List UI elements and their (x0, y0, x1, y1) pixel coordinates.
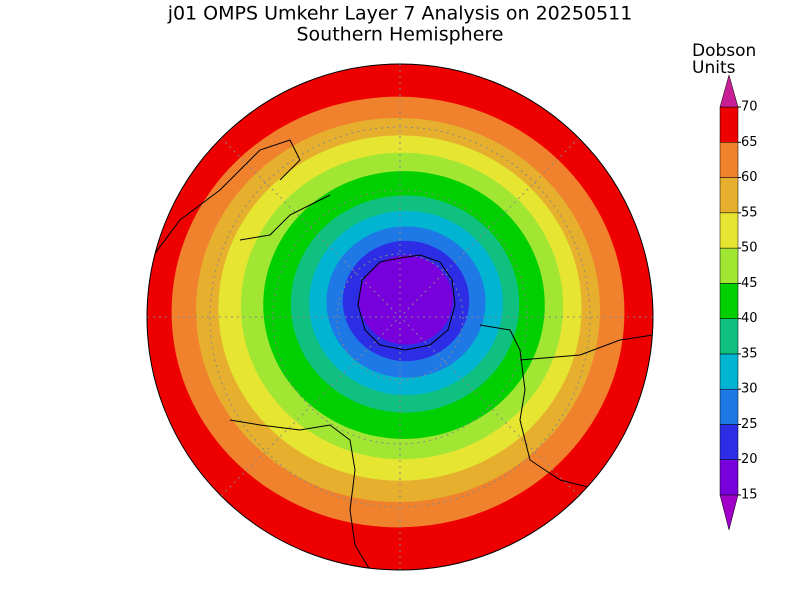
colorbar-tick-label: 55 (741, 205, 758, 220)
colorbar-tick-label: 65 (741, 135, 758, 150)
colorbar-tick-label: 30 (741, 382, 758, 397)
colorbar-swatch (719, 459, 739, 496)
colorbar-swatch (719, 142, 739, 178)
map-title: j01 OMPS Umkehr Layer 7 Analysis on 2025… (167, 3, 633, 25)
colorbar-tick-label: 45 (741, 276, 758, 291)
colorbar-tick-label: 25 (741, 417, 758, 432)
colorbar-under (719, 494, 739, 531)
colorbar-tick-label: 20 (741, 452, 758, 467)
colorbar-tick-label: 50 (741, 241, 758, 256)
colorbar-swatch (719, 424, 739, 460)
map-border (146, 63, 654, 571)
colorbar-swatch (719, 283, 739, 319)
map-overlay (147, 64, 653, 570)
colorbar-tick-label: 70 (741, 100, 758, 115)
colorbar-swatch (719, 318, 739, 355)
colorbar-tick-label: 35 (741, 346, 758, 361)
colorbar-swatch (719, 106, 739, 143)
colorbar-swatch (719, 388, 739, 425)
colorbar-tick-label: 60 (741, 170, 758, 185)
colorbar: 15 20 25 30 35 40 45 50 55 60 65 70 (719, 74, 758, 531)
contour-band (359, 255, 453, 345)
map-subtitle: Southern Hemisphere (296, 24, 503, 46)
colorbar-tick-label: 15 (741, 488, 758, 503)
colorbar-label: Dobson (692, 41, 756, 61)
colorbar-over (719, 74, 739, 108)
colorbar-swatch (719, 212, 739, 249)
colorbar-swatch (719, 177, 739, 214)
map (147, 64, 653, 570)
colorbar-label: Units (692, 58, 736, 78)
colorbar-swatch (719, 247, 739, 284)
colorbar-tick-label: 40 (741, 311, 758, 326)
colorbar-swatch (719, 353, 739, 390)
